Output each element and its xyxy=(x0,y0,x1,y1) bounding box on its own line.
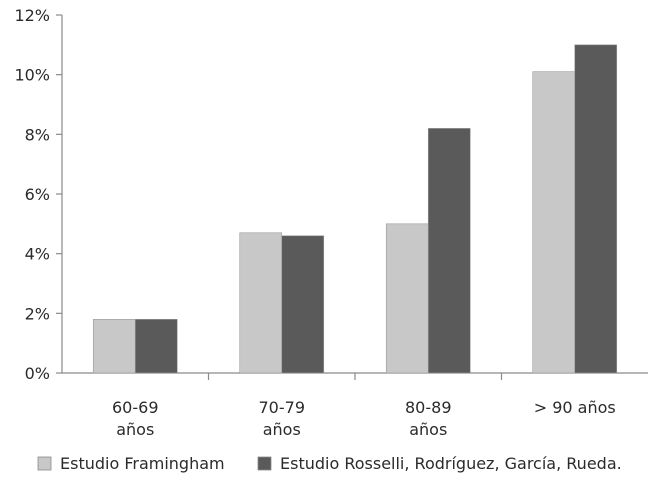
legend-swatch-rosselli xyxy=(257,456,272,471)
y-tick-label: 8% xyxy=(25,125,50,144)
y-tick-label: 0% xyxy=(25,364,50,383)
y-tick-label: 4% xyxy=(25,245,50,264)
bar-rosselli-1 xyxy=(281,235,325,374)
y-tick-label: 10% xyxy=(14,66,50,85)
x-tick-label: años xyxy=(409,420,447,439)
x-tick-label: > 90 años xyxy=(534,398,616,417)
bar-rosselli-3 xyxy=(574,44,618,374)
x-tick-label: 60-69 xyxy=(112,398,159,417)
bar-rosselli-0 xyxy=(134,318,178,374)
x-tick-label: 80-89 xyxy=(405,398,452,417)
y-tick-label: 12% xyxy=(14,6,50,25)
y-tick-label: 6% xyxy=(25,185,50,204)
legend: Estudio Framingham Estudio Rosselli, Rodr… xyxy=(37,454,622,473)
bar-framingham-3 xyxy=(532,71,576,374)
bar-framingham-1 xyxy=(239,232,283,374)
x-tick-label: años xyxy=(116,420,154,439)
x-tick-label: 70-79 xyxy=(259,398,306,417)
tick-labels: 0% 2% 4% 6% 8% 10% 12% 60-69 años 70-79 años 80-89 a… xyxy=(14,6,615,439)
legend-label-rosselli: Estudio Rosselli, Rodríguez, García, Rue… xyxy=(280,454,622,473)
bar-framingham-0 xyxy=(92,318,136,374)
legend-swatch-framingham xyxy=(37,456,52,471)
bar-rosselli-2 xyxy=(427,128,471,374)
bars xyxy=(92,44,618,374)
x-tick-label: años xyxy=(263,420,301,439)
bar-framingham-2 xyxy=(385,223,429,374)
y-tick-label: 2% xyxy=(25,304,50,323)
legend-label-framingham: Estudio Framingham xyxy=(60,454,225,473)
